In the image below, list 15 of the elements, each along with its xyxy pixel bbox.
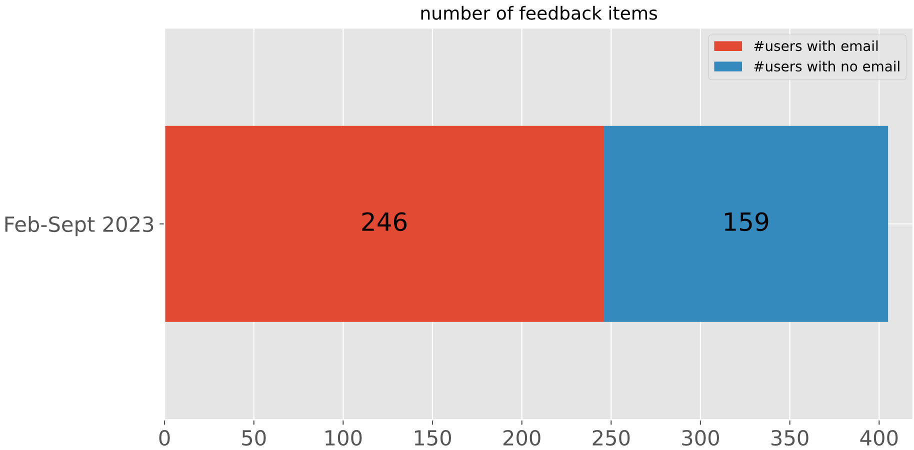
x-tick-label: 0 bbox=[159, 430, 170, 446]
chart-title: number of feedback items bbox=[421, 6, 658, 20]
x-tick-label: 150 bbox=[414, 430, 451, 446]
x-tick-label: 50 bbox=[242, 430, 266, 446]
x-tick-label: 250 bbox=[592, 430, 630, 446]
legend-label: #users with email bbox=[754, 40, 878, 52]
x-tick-label: 200 bbox=[503, 430, 540, 446]
x-tick-label: 300 bbox=[682, 430, 719, 446]
x-tick-label: 400 bbox=[860, 430, 898, 446]
legend-label: #users with no email bbox=[754, 60, 900, 72]
x-tick-label: 100 bbox=[326, 430, 362, 446]
x-tick-label: 350 bbox=[772, 430, 808, 446]
data-label: 159 bbox=[724, 212, 768, 232]
y-tick-label: Feb-Sept 2023 bbox=[5, 216, 154, 236]
data-label: 246 bbox=[362, 212, 407, 232]
